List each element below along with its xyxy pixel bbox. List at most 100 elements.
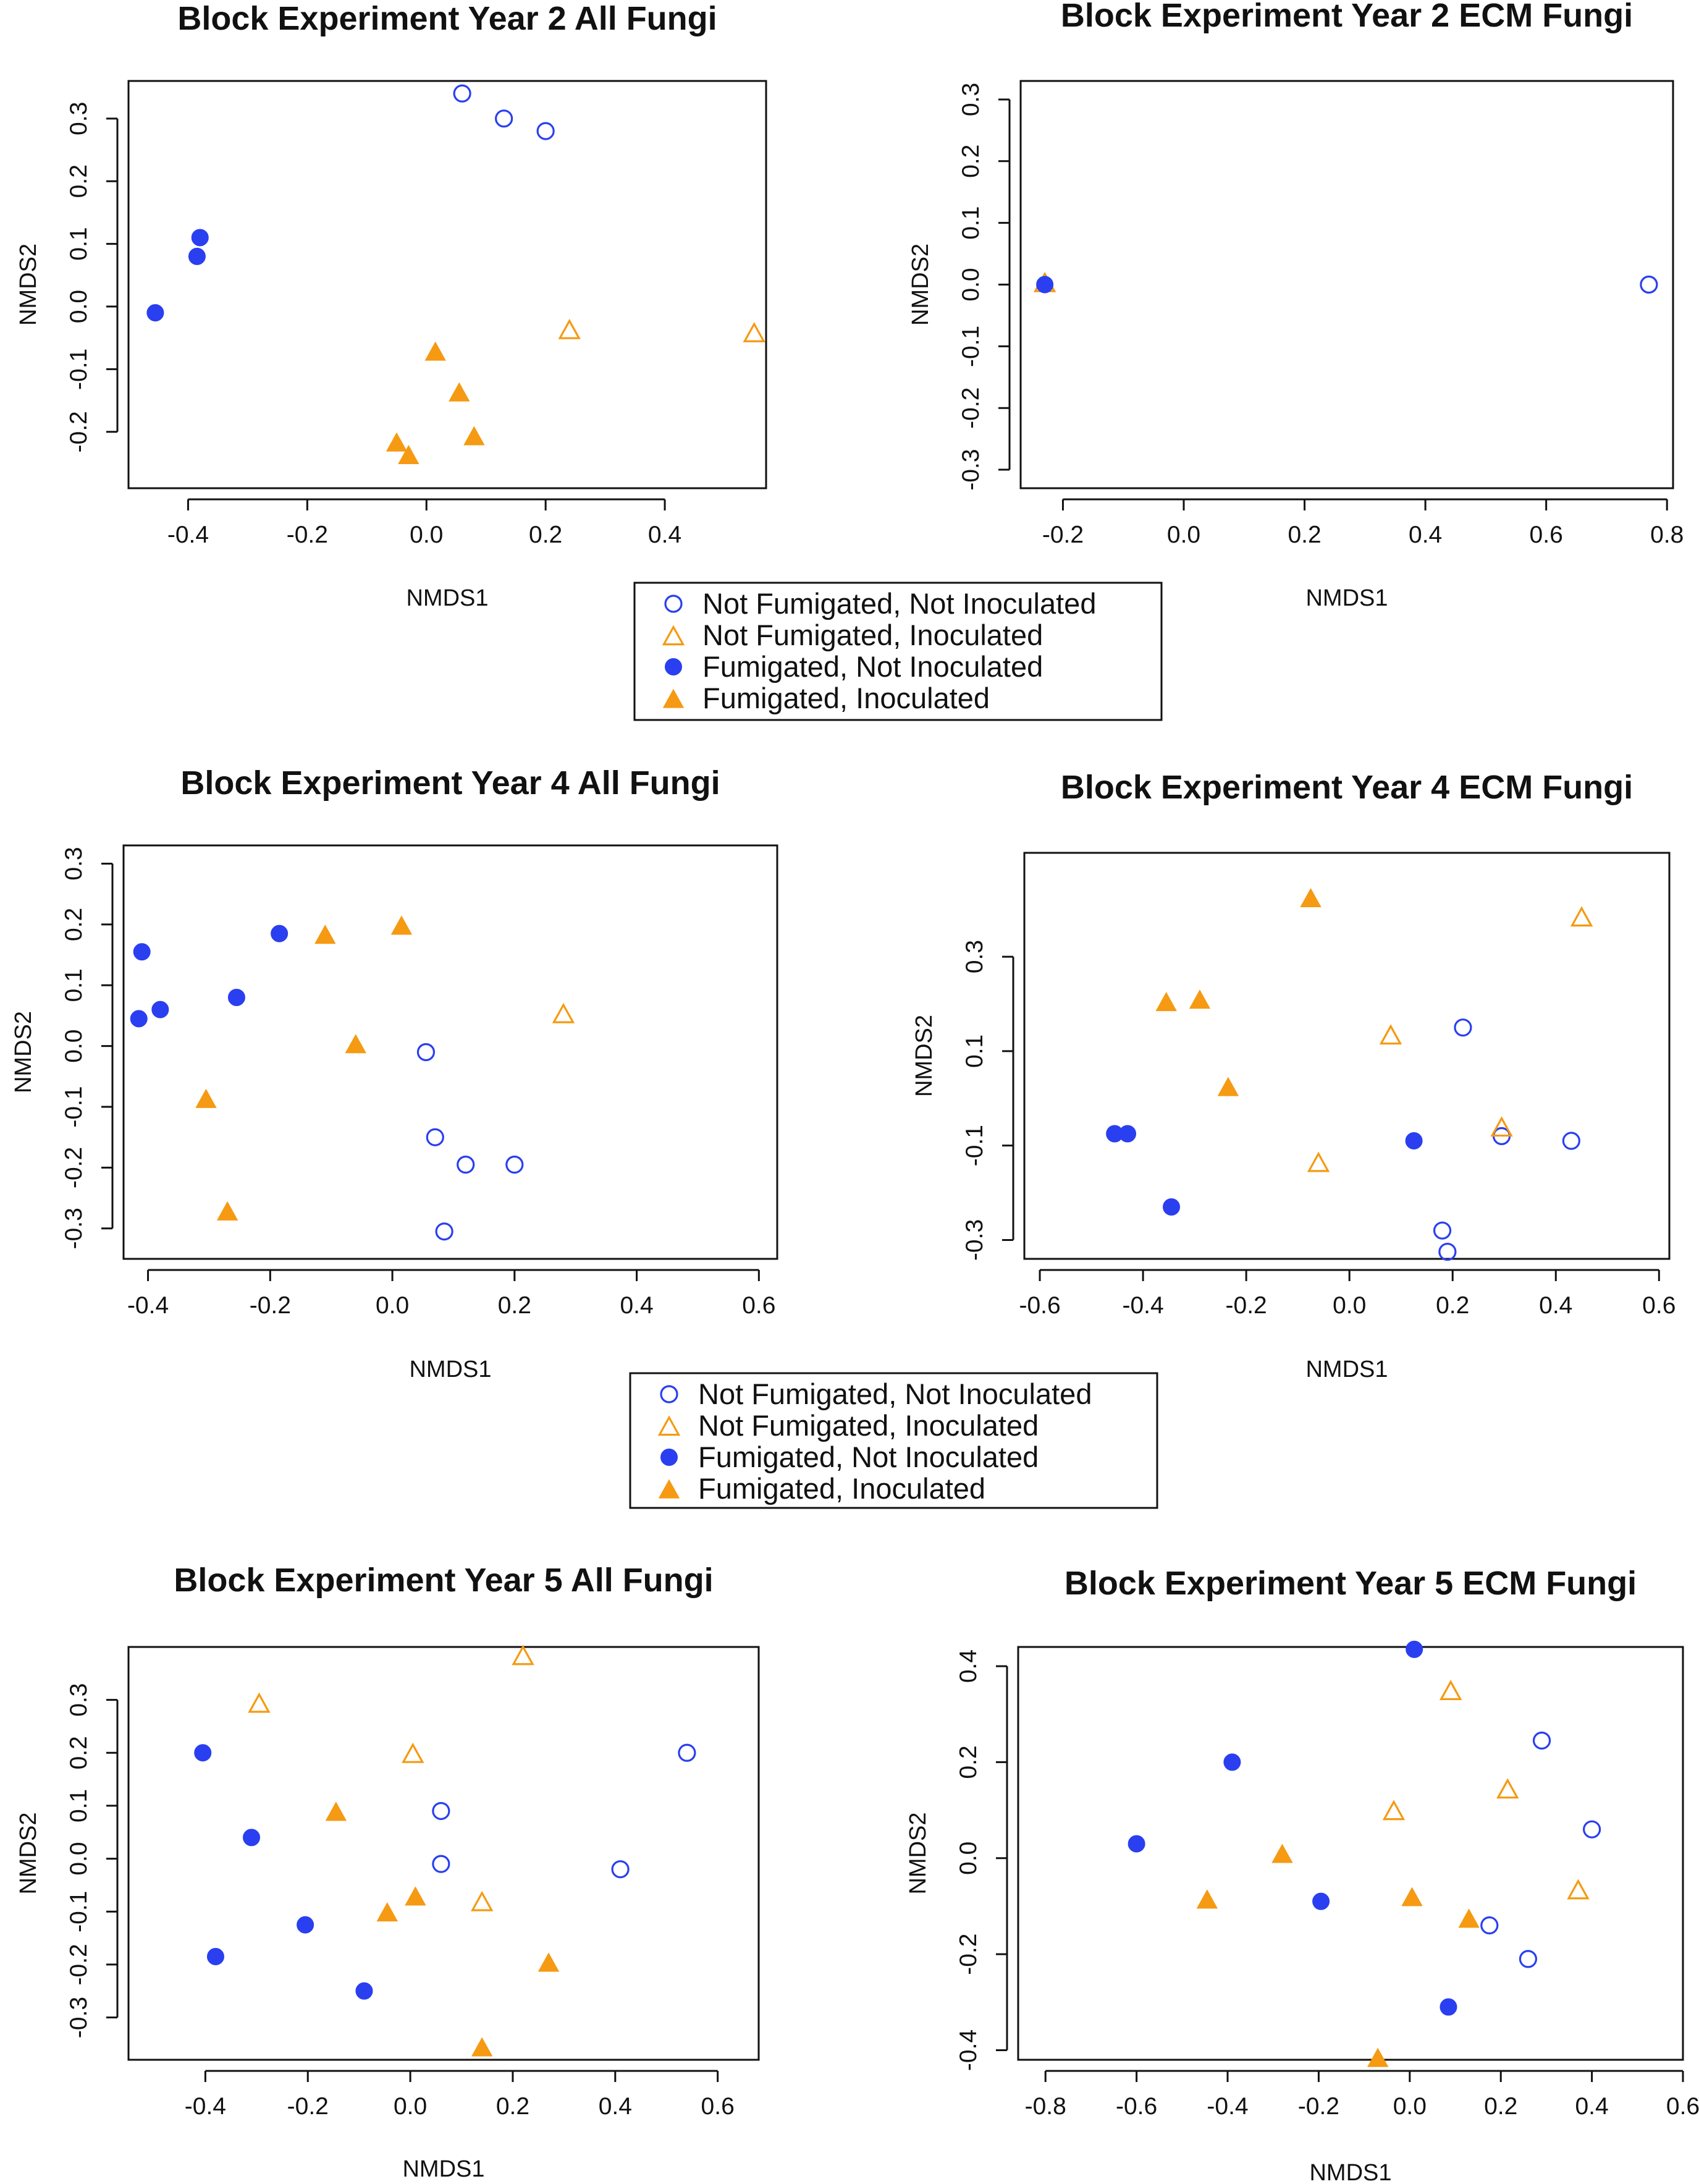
point-fi bbox=[195, 1088, 217, 1108]
point-fi bbox=[386, 432, 408, 452]
chart-y4-ecm: Block Experiment Year 4 ECM Fungi-0.6 -0.… bbox=[911, 769, 1676, 1382]
x-tick-label: 0.4 bbox=[620, 1292, 653, 1319]
data-points bbox=[194, 1644, 696, 2057]
plot-frame bbox=[1019, 80, 1674, 489]
point-fni bbox=[1440, 1998, 1457, 2016]
legend-marker-fni bbox=[665, 658, 682, 675]
x-tick-label: 0.8 bbox=[1650, 522, 1684, 548]
y-tick-label: -0.1 bbox=[958, 326, 984, 367]
legend-marker-nfi bbox=[657, 1415, 681, 1436]
x-tick-label: -0.6 bbox=[1019, 1292, 1060, 1319]
y-tick-label: 0.2 bbox=[955, 1745, 982, 1779]
y-axis: -0.2 -0.1 0.0 0.1 0.2 0.3 bbox=[65, 102, 119, 452]
chart-title: Block Experiment Year 4 All Fungi bbox=[180, 764, 720, 802]
point-fni bbox=[130, 1010, 148, 1028]
legend-item-nfni: Not Fumigated, Not Inoculated bbox=[664, 587, 1096, 620]
y-tick-label: 0.0 bbox=[65, 1842, 92, 1875]
legend-item-fni: Fumigated, Not Inoculated bbox=[660, 1441, 1039, 1473]
point-fni bbox=[188, 247, 206, 265]
point-fi bbox=[314, 925, 336, 944]
y-axis-label: NMDS2 bbox=[15, 1812, 41, 1894]
point-fni bbox=[1406, 1640, 1423, 1658]
y-tick-label: 0.0 bbox=[65, 290, 92, 323]
x-tick-label: -0.2 bbox=[250, 1292, 291, 1319]
point-fi bbox=[216, 1201, 238, 1221]
y-tick-label: 0.1 bbox=[958, 206, 984, 240]
data-points bbox=[130, 915, 575, 1241]
x-tick-label: -0.4 bbox=[1207, 2093, 1248, 2120]
legend-label: Fumigated, Not Inoculated bbox=[698, 1441, 1039, 1473]
y-axis-label: NMDS2 bbox=[11, 1011, 36, 1093]
point-nfi bbox=[470, 1890, 494, 1911]
data-points bbox=[1033, 271, 1658, 294]
y-tick-label: -0.1 bbox=[65, 1891, 92, 1932]
point-fni bbox=[1119, 1125, 1137, 1143]
y-tick-label: -0.3 bbox=[958, 449, 984, 490]
x-tick-label: 0.4 bbox=[648, 522, 681, 548]
y-tick-label: 0.3 bbox=[61, 847, 87, 880]
point-fni bbox=[1163, 1198, 1181, 1216]
point-nfi bbox=[552, 1002, 575, 1023]
point-nfi bbox=[558, 318, 581, 339]
x-tick-label: 0.2 bbox=[498, 1292, 531, 1319]
legend-label: Fumigated, Not Inoculated bbox=[702, 650, 1043, 683]
y-tick-label: 0.3 bbox=[65, 102, 92, 135]
y-tick-label: 0.1 bbox=[961, 1035, 988, 1068]
point-fni bbox=[133, 943, 151, 961]
legend-marker-nfi bbox=[662, 625, 685, 646]
point-nfi bbox=[1567, 1879, 1590, 1900]
point-nfni bbox=[435, 1222, 453, 1241]
chart-y2-all: Block Experiment Year 2 All Fungi-0.4 -0.… bbox=[15, 0, 767, 611]
point-fni bbox=[191, 229, 209, 247]
charts-layer: Block Experiment Year 2 All Fungi-0.4 -0.… bbox=[11, 0, 1699, 2184]
x-tick-label: 0.6 bbox=[1642, 1292, 1676, 1319]
point-fni bbox=[271, 925, 289, 942]
point-nfni bbox=[1532, 1731, 1551, 1750]
point-nfni bbox=[1562, 1132, 1580, 1150]
x-axis-label: NMDS1 bbox=[1305, 585, 1388, 611]
y-tick-label: -0.1 bbox=[65, 349, 92, 390]
point-nfi bbox=[1307, 1151, 1330, 1172]
y-axis-label: NMDS2 bbox=[15, 243, 41, 326]
y-axis: -0.3 -0.2 -0.1 0.0 0.1 0.2 0.3 bbox=[65, 1683, 119, 2038]
x-tick-label: 0.6 bbox=[701, 2093, 735, 2120]
x-tick-label: 0.0 bbox=[376, 1292, 409, 1319]
point-nfni bbox=[453, 84, 471, 103]
x-tick-label: -0.4 bbox=[127, 1292, 169, 1319]
y-tick-label: -0.2 bbox=[65, 1944, 92, 1985]
point-fi bbox=[1401, 1887, 1423, 1907]
point-fi bbox=[376, 1902, 398, 1922]
point-nfni bbox=[1519, 1950, 1538, 1968]
x-tick-label: 0.2 bbox=[1484, 2093, 1517, 2120]
y-tick-label: -0.1 bbox=[61, 1086, 87, 1127]
y-tick-label: -0.3 bbox=[65, 1997, 92, 2038]
point-nfi bbox=[1490, 1116, 1513, 1137]
point-nfni bbox=[426, 1128, 444, 1146]
point-fi bbox=[1367, 2047, 1389, 2067]
x-tick-label: -0.4 bbox=[1122, 1292, 1163, 1319]
x-tick-label: 0.0 bbox=[1393, 2093, 1427, 2120]
x-axis: -0.4 -0.2 0.0 0.2 0.4 0.6 bbox=[127, 1269, 775, 1319]
y-tick-label: -0.3 bbox=[61, 1208, 87, 1249]
point-nfni bbox=[678, 1743, 696, 1762]
legend-marker-fi bbox=[658, 1479, 680, 1499]
point-fni bbox=[1036, 276, 1054, 294]
point-fni bbox=[1312, 1892, 1330, 1910]
legend-item-nfi: Not Fumigated, Inoculated bbox=[657, 1409, 1039, 1442]
plot-frame bbox=[127, 1646, 760, 2061]
y-tick-label: 0.2 bbox=[65, 1736, 92, 1769]
point-fi bbox=[471, 2037, 493, 2057]
y-tick-label: 0.0 bbox=[61, 1030, 87, 1063]
y-tick-label: -0.2 bbox=[65, 411, 92, 452]
legend-item-fi: Fumigated, Inoculated bbox=[658, 1472, 985, 1505]
x-tick-label: -0.2 bbox=[1298, 2093, 1339, 2120]
point-nfni bbox=[1438, 1242, 1457, 1261]
point-fi bbox=[1271, 1843, 1293, 1863]
point-fi bbox=[398, 444, 419, 464]
y-tick-label: 0.2 bbox=[61, 908, 87, 941]
x-tick-label: 0.0 bbox=[1167, 522, 1200, 548]
x-axis: -0.2 0.0 0.2 0.4 0.6 0.8 bbox=[1042, 498, 1684, 548]
point-nfni bbox=[505, 1155, 524, 1174]
legends-layer: Not Fumigated, Not Inoculated Not Fumigat… bbox=[629, 582, 1163, 1509]
legend-item-fi: Fumigated, Inoculated bbox=[662, 682, 990, 714]
